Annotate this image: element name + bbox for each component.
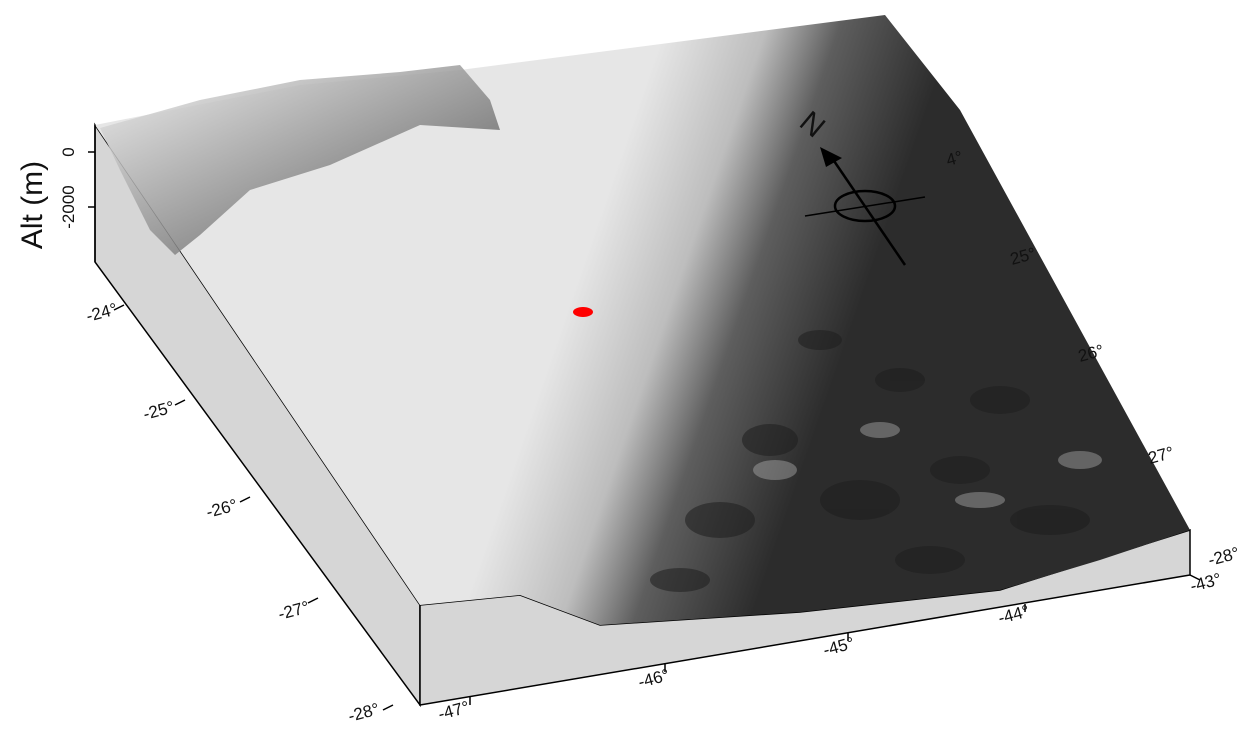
lat-tick-label: -25° <box>141 397 176 423</box>
lat-tick-label: -28° <box>1206 543 1241 569</box>
z-axis <box>88 125 95 262</box>
lat-tick-label: -28° <box>346 699 381 724</box>
lat-tick-label: -27° <box>276 597 311 623</box>
z-tick-label: 0 <box>59 147 78 156</box>
z-axis-label: Alt (m) <box>16 161 49 249</box>
lon-tick-label: -46° <box>636 665 671 691</box>
lon-tick-label: -43° <box>1188 569 1223 595</box>
lat-tick-label: -24° <box>84 299 119 325</box>
lat-tick-label: -26° <box>204 495 239 521</box>
z-tick-label: -2000 <box>59 185 78 228</box>
lon-tick-label: -45° <box>821 633 856 659</box>
map-view: N 0 -2000 Alt (m) -24° -25° -26° -27° -2… <box>0 0 1254 724</box>
location-marker <box>573 307 593 317</box>
lat-tick-label: 27° <box>1146 443 1176 468</box>
